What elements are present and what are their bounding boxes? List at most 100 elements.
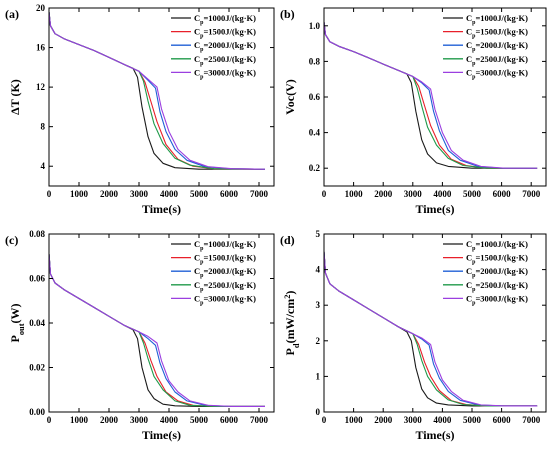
x-tick-label: 2000: [100, 415, 119, 425]
y-tick-label: 2: [316, 336, 321, 346]
panel-b: 0 1000 2000 3000 4000 5000 6000 7000 0.2 0.4 0.6 0.…: [280, 7, 547, 216]
legend: Cp=1000J/(kg·K)Cp=1500J/(kg·K)Cp=2000J/(…: [171, 13, 256, 80]
legend-label: Cp=2000J/(kg·K): [194, 40, 256, 53]
legend-label: Cp=1000J/(kg·K): [194, 239, 256, 252]
legend-label: Cp=2000J/(kg·K): [194, 266, 256, 279]
legend: Cp=1000J/(kg·K)Cp=1500J/(kg·K)Cp=2000J/(…: [171, 239, 256, 306]
panel-label: (a): [5, 7, 19, 21]
y-axis-title: Voc(V): [283, 79, 297, 115]
y-tick-label: 1.0: [309, 21, 321, 31]
y-tick-label: 0.2: [309, 163, 321, 173]
plot-frame: [48, 7, 275, 187]
legend-label: Cp=2500J/(kg·K): [194, 54, 256, 67]
x-tick-label: 5000: [190, 189, 209, 199]
legend-label: Cp=1000J/(kg·K): [466, 13, 528, 26]
series-lines: [324, 251, 538, 407]
y-tick-label: 4: [316, 265, 321, 275]
x-tick-label: 5000: [190, 415, 209, 425]
x-axis-title: Time(s): [415, 428, 454, 442]
panel-label: (b): [280, 7, 295, 21]
legend-label: Cp=2000J/(kg·K): [466, 266, 528, 279]
y-axis-title: Pout(W): [8, 304, 26, 343]
y-tick-label: 16: [36, 43, 46, 53]
legend: Cp=1000J/(kg·K)Cp=1500J/(kg·K)Cp=2000J/(…: [443, 13, 528, 80]
panel-label: (c): [5, 233, 18, 247]
x-tick-label: 0: [47, 189, 52, 199]
plot-frame: [323, 233, 547, 413]
legend-label: Cp=1500J/(kg·K): [466, 27, 528, 40]
y-tick-label: 0.8: [309, 56, 321, 66]
series-line-5: [49, 11, 266, 170]
x-tick-label: 6000: [220, 415, 239, 425]
series-line-4: [49, 253, 265, 407]
x-tick-label: 1000: [70, 415, 89, 425]
legend-label: Cp=1000J/(kg·K): [466, 239, 528, 252]
y-tick-label: 0.00: [29, 407, 45, 417]
x-tick-label: 1000: [345, 189, 364, 199]
x-tick-label: 7000: [522, 189, 541, 199]
panel-c: 0 1000 2000 3000 4000 5000 6000 7000 0.00 0.02 0.0…: [5, 229, 275, 442]
series-line-5: [324, 22, 538, 169]
x-tick-label: 3000: [404, 189, 423, 199]
series-lines: [324, 22, 538, 169]
y-tick-label: 12: [36, 82, 46, 92]
x-tick-label: 3000: [130, 415, 149, 425]
series-line-2: [49, 253, 265, 407]
y-tick-label: 0.4: [309, 128, 321, 138]
x-tick-label: 7000: [522, 415, 541, 425]
y-tick-label: 0.06: [29, 274, 45, 284]
legend: Cp=1000J/(kg·K)Cp=1500J/(kg·K)Cp=2000J/(…: [443, 239, 528, 306]
series-line-5: [324, 251, 538, 407]
y-tick-label: 0: [316, 407, 321, 417]
panel-label: (d): [280, 233, 295, 247]
x-tick-label: 2000: [374, 189, 393, 199]
x-axis-title: Time(s): [415, 202, 454, 216]
y-tick-label: 0.04: [29, 318, 45, 328]
legend-label: Cp=1500J/(kg·K): [466, 253, 528, 266]
x-axis-title: Time(s): [142, 428, 181, 442]
series-lines: [49, 11, 266, 170]
series-line-3: [49, 253, 265, 407]
x-tick-label: 2000: [100, 189, 119, 199]
y-axis-title: Pd(mW/cm2): [283, 291, 301, 356]
legend-label: Cp=1000J/(kg·K): [194, 13, 256, 26]
x-tick-label: 6000: [493, 415, 512, 425]
legend-label: Cp=2000J/(kg·K): [466, 40, 528, 53]
x-tick-label: 1000: [345, 415, 364, 425]
series-line-5: [49, 253, 265, 407]
x-tick-label: 0: [322, 189, 327, 199]
legend-label: Cp=3000J/(kg·K): [194, 67, 256, 80]
y-tick-label: 4: [41, 161, 46, 171]
x-tick-label: 4000: [160, 189, 179, 199]
x-tick-label: 2000: [374, 415, 393, 425]
x-tick-label: 0: [322, 415, 327, 425]
y-tick-label: 3: [316, 300, 321, 310]
legend-label: Cp=2500J/(kg·K): [466, 54, 528, 67]
y-tick-label: 5: [316, 229, 321, 239]
y-tick-label: 0.02: [29, 363, 45, 373]
y-tick-label: 8: [41, 122, 46, 132]
x-axis-title: Time(s): [142, 202, 181, 216]
panel-d: 0 1000 2000 3000 4000 5000 6000 7000 0 1 2 3 4 5 (d) Ti…: [280, 229, 547, 442]
x-tick-label: 4000: [160, 415, 179, 425]
legend-label: Cp=2500J/(kg·K): [466, 280, 528, 293]
y-tick-label: 1: [316, 371, 321, 381]
x-tick-label: 3000: [130, 189, 149, 199]
panel-a: 0 1000 2000 3000 4000 5000 6000 7000 4 8 12 16 20 (a)…: [5, 3, 275, 216]
x-tick-label: 7000: [250, 189, 269, 199]
legend-label: Cp=3000J/(kg·K): [194, 293, 256, 306]
x-tick-label: 3000: [404, 415, 423, 425]
x-tick-label: 5000: [463, 415, 482, 425]
y-tick-label: 0.6: [309, 92, 321, 102]
series-line-1: [49, 253, 265, 407]
x-tick-label: 0: [47, 415, 52, 425]
legend-label: Cp=3000J/(kg·K): [466, 67, 528, 80]
x-tick-label: 4000: [433, 189, 452, 199]
y-tick-label: 20: [36, 3, 46, 13]
x-tick-label: 1000: [70, 189, 89, 199]
x-tick-label: 6000: [493, 189, 512, 199]
legend-label: Cp=1500J/(kg·K): [194, 27, 256, 40]
y-tick-label: 0.08: [29, 229, 45, 239]
x-tick-label: 6000: [220, 189, 239, 199]
